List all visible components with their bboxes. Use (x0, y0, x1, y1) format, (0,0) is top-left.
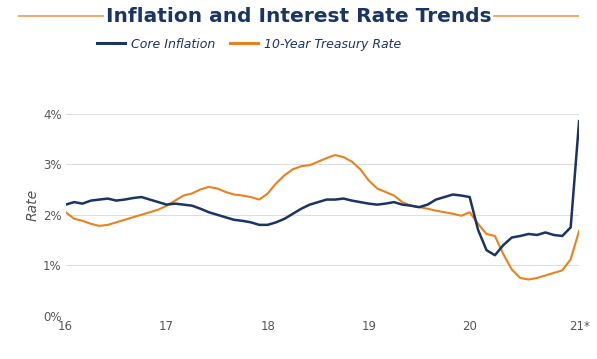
Y-axis label: Rate: Rate (26, 188, 40, 221)
Legend: Core Inflation, 10-Year Treasury Rate: Core Inflation, 10-Year Treasury Rate (93, 33, 407, 56)
Text: Inflation and Interest Rate Trends: Inflation and Interest Rate Trends (106, 7, 491, 25)
